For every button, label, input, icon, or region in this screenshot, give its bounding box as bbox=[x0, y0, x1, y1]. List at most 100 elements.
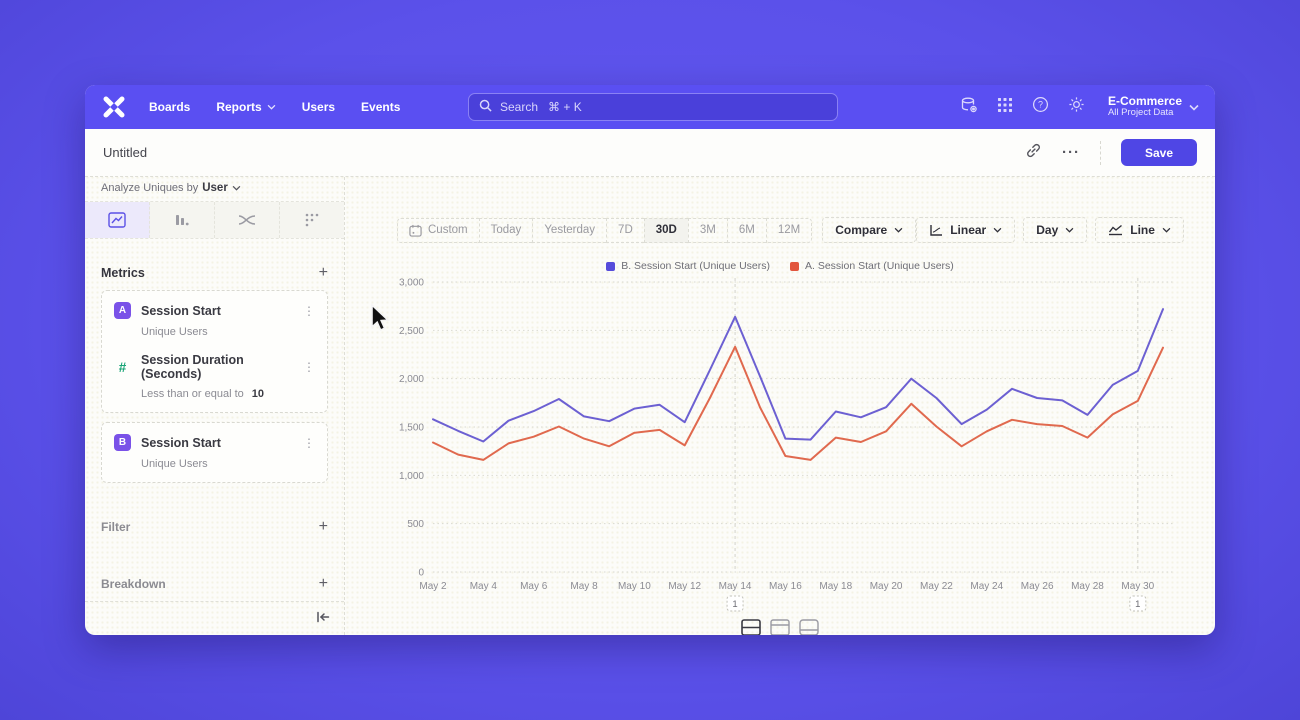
metric-subtitle[interactable]: Unique Users bbox=[141, 326, 208, 338]
calendar-icon bbox=[409, 224, 422, 237]
breakdown-section: Breakdown + bbox=[101, 576, 328, 592]
svg-text:May 14: May 14 bbox=[719, 581, 752, 592]
divider bbox=[1100, 140, 1101, 165]
metrics-section-header: Metrics + bbox=[101, 265, 328, 281]
range-6m[interactable]: 6M bbox=[726, 217, 766, 243]
flows-icon bbox=[238, 215, 256, 225]
analyze-value-dropdown[interactable]: User bbox=[202, 182, 228, 194]
metric-filter-condition[interactable]: Less than or equal to 10 bbox=[141, 388, 264, 400]
interval-dropdown[interactable]: Day bbox=[1023, 217, 1088, 243]
nav-menu: Boards Reports Users Events bbox=[149, 100, 400, 114]
search-shortcut: ⌘ + K bbox=[548, 100, 582, 114]
metric-card-b[interactable]: B Session Start ⋮ Unique Users bbox=[101, 422, 328, 483]
svg-text:May 6: May 6 bbox=[520, 581, 548, 592]
search-input[interactable]: Search ⌘ + K bbox=[468, 93, 838, 121]
metric-kebab-icon[interactable]: ⋮ bbox=[303, 303, 315, 318]
metric-filter-title: Session Duration (Seconds) bbox=[141, 353, 244, 381]
svg-text:500: 500 bbox=[407, 519, 424, 530]
range-today[interactable]: Today bbox=[478, 217, 533, 243]
metric-card-a[interactable]: A Session Start ⋮ Unique Users # Session… bbox=[101, 290, 328, 413]
tab-retention[interactable] bbox=[280, 202, 344, 238]
save-button[interactable]: Save bbox=[1121, 139, 1197, 166]
chart-legend: B. Session Start (Unique Users) A. Sessio… bbox=[371, 260, 1189, 272]
retention-dots-icon bbox=[305, 213, 319, 227]
nav-item-reports[interactable]: Reports bbox=[216, 100, 276, 114]
analyze-label: Analyze Uniques by bbox=[101, 182, 199, 194]
layout-top-icon[interactable] bbox=[770, 619, 790, 635]
add-breakdown-button[interactable]: + bbox=[318, 575, 328, 592]
nav-item-events[interactable]: Events bbox=[361, 100, 401, 114]
chevron-down-icon bbox=[267, 104, 276, 110]
add-filter-button[interactable]: + bbox=[318, 518, 328, 535]
tab-funnels[interactable] bbox=[150, 202, 215, 238]
svg-text:May 16: May 16 bbox=[769, 581, 802, 592]
filter-section: Filter + bbox=[101, 519, 328, 535]
range-custom[interactable]: Custom bbox=[397, 217, 479, 243]
query-builder-sidebar: Analyze Uniques by User bbox=[85, 177, 345, 635]
filter-value: 10 bbox=[251, 388, 264, 400]
add-metric-button[interactable]: + bbox=[318, 264, 328, 281]
range-3m[interactable]: 3M bbox=[687, 217, 727, 243]
svg-text:0: 0 bbox=[418, 568, 424, 579]
filter-title: Filter bbox=[101, 520, 131, 534]
chart-toolbar: Custom Today Yesterday 7D 30D 3M 6M 12M Compare… bbox=[371, 217, 1189, 243]
apps-grid-icon[interactable] bbox=[997, 97, 1013, 118]
svg-text:May 28: May 28 bbox=[1071, 581, 1104, 592]
analyze-uniques-row: Analyze Uniques by User bbox=[101, 179, 328, 197]
layout-split-icon[interactable] bbox=[741, 619, 761, 635]
legend-item[interactable]: A. Session Start (Unique Users) bbox=[790, 260, 954, 272]
nav-item-users[interactable]: Users bbox=[301, 100, 336, 114]
nav-item-boards[interactable]: Boards bbox=[149, 100, 191, 114]
range-30d[interactable]: 30D bbox=[643, 217, 688, 243]
axis-icon bbox=[930, 224, 943, 236]
number-property-icon: # bbox=[118, 359, 127, 375]
legend-swatch bbox=[790, 261, 799, 271]
metric-kebab-icon[interactable]: ⋮ bbox=[303, 360, 315, 374]
chevron-down-icon bbox=[1065, 227, 1074, 233]
search-placeholder: Search bbox=[500, 100, 539, 114]
mixpanel-logo-icon[interactable] bbox=[101, 95, 127, 119]
range-yesterday[interactable]: Yesterday bbox=[532, 217, 607, 243]
help-icon[interactable]: ? bbox=[1032, 96, 1049, 118]
project-subtitle: All Project Data bbox=[1107, 107, 1174, 119]
svg-text:May 18: May 18 bbox=[819, 581, 852, 592]
share-link-icon[interactable] bbox=[1025, 142, 1042, 164]
line-chart[interactable]: 0 500 1,000 1,500 2,000 2,500 3,000 May 2 May 4 M… bbox=[371, 272, 1189, 621]
range-12m[interactable]: 12M bbox=[765, 217, 813, 243]
legend-swatch bbox=[606, 261, 616, 271]
svg-text:May 10: May 10 bbox=[618, 581, 651, 592]
collapse-sidebar-icon[interactable] bbox=[316, 610, 330, 628]
bar-chart-icon bbox=[176, 215, 189, 226]
chevron-down-icon bbox=[894, 227, 903, 233]
legend-item[interactable]: B. Session Start (Unique Users) bbox=[606, 260, 770, 272]
more-options-icon[interactable]: ··· bbox=[1062, 144, 1080, 161]
compare-button[interactable]: Compare bbox=[822, 217, 917, 243]
tab-insights-line-chart[interactable] bbox=[85, 202, 150, 238]
svg-text:May 2: May 2 bbox=[419, 581, 447, 592]
scale-dropdown[interactable]: Linear bbox=[916, 217, 1016, 243]
report-type-tabs bbox=[85, 201, 344, 239]
data-management-icon[interactable] bbox=[960, 96, 978, 119]
svg-text:May 20: May 20 bbox=[870, 581, 903, 592]
layout-toggle-group bbox=[741, 619, 819, 635]
chevron-down-icon bbox=[993, 227, 1002, 233]
legend-label: A. Session Start (Unique Users) bbox=[805, 260, 954, 272]
svg-text:May 22: May 22 bbox=[920, 581, 953, 592]
metric-subtitle[interactable]: Unique Users bbox=[141, 458, 208, 470]
project-selector[interactable]: E-Commerce All Project Data bbox=[1104, 94, 1199, 120]
sidebar-footer bbox=[85, 601, 344, 635]
tab-flows[interactable] bbox=[215, 202, 280, 238]
svg-text:May 8: May 8 bbox=[570, 581, 598, 592]
range-7d[interactable]: 7D bbox=[606, 217, 644, 243]
search-icon bbox=[479, 99, 492, 115]
report-title[interactable]: Untitled bbox=[103, 145, 148, 160]
chart-type-dropdown[interactable]: Line bbox=[1095, 217, 1184, 243]
svg-text:May 4: May 4 bbox=[470, 581, 498, 592]
chevron-down-icon bbox=[1189, 98, 1199, 116]
breakdown-title: Breakdown bbox=[101, 577, 166, 591]
layout-full-icon[interactable] bbox=[799, 619, 819, 635]
settings-gear-icon[interactable] bbox=[1068, 96, 1085, 118]
svg-text:May 26: May 26 bbox=[1021, 581, 1054, 592]
metric-kebab-icon[interactable]: ⋮ bbox=[303, 435, 315, 450]
line-chart-icon bbox=[108, 212, 126, 228]
